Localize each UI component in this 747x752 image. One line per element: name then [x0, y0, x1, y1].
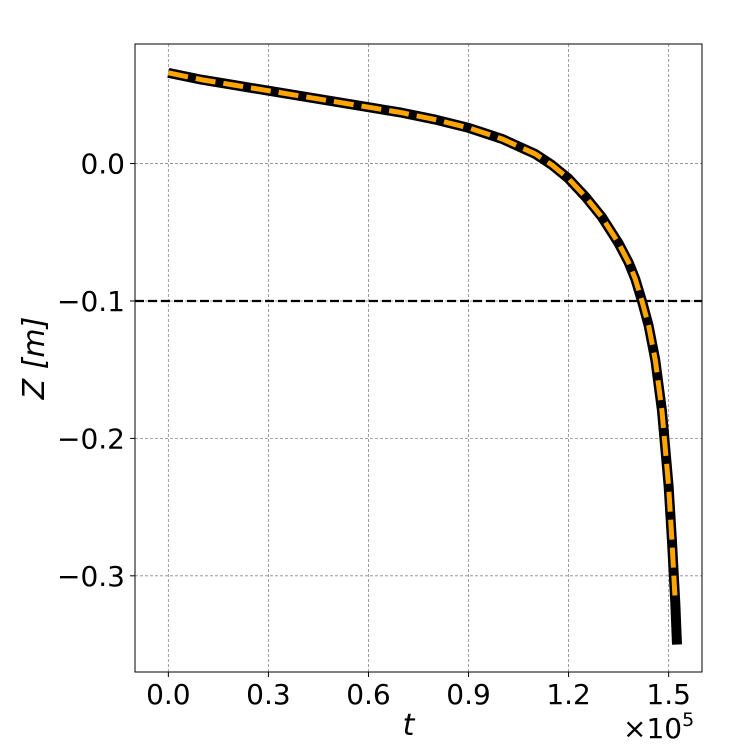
y-tick-label: −0.1: [57, 285, 125, 318]
x-offset-exponent: 5: [682, 709, 694, 731]
x-offset-base: ×10: [623, 712, 682, 745]
y-tick-label: −0.3: [57, 560, 125, 593]
y-tick-label: 0.0: [80, 148, 125, 181]
x-tick-label: 0.3: [246, 678, 291, 711]
plot-frame: [134, 43, 703, 673]
x-axis-offset-label: ×105: [623, 709, 694, 745]
x-axis-label: t: [403, 708, 416, 743]
x-tick-label: 1.2: [546, 678, 591, 711]
ticks: 0.0 0.3 0.6 0.9 1.2 1.5 0.0 −0.1 −0.2 −0.3: [57, 148, 691, 711]
grid: [135, 44, 702, 672]
series-line-1: [167, 67, 682, 645]
series-line-2: [167, 70, 678, 604]
x-tick-label: 0.9: [446, 678, 491, 711]
series-layer: [167, 67, 682, 645]
x-tick-label: 0.6: [346, 678, 391, 711]
x-tick-label: 1.5: [646, 678, 691, 711]
x-tick-label: 0.0: [146, 678, 191, 711]
y-tick-label: −0.2: [57, 422, 125, 455]
y-axis-label: Z [m]: [17, 317, 52, 401]
